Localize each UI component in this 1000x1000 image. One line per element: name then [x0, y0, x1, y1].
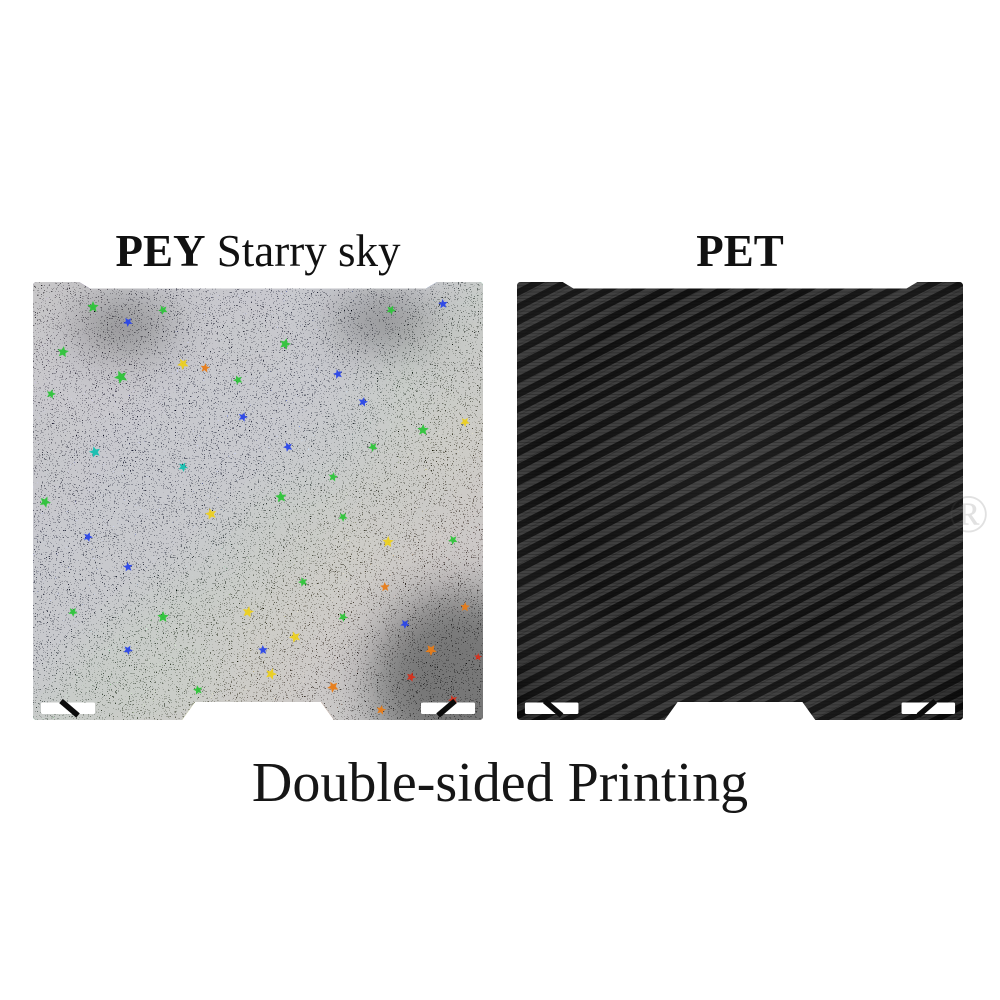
corner-mark-right	[421, 698, 475, 718]
plate-title-pet-text: PET	[696, 226, 784, 276]
plate-title-pet: PET	[517, 224, 963, 278]
corner-mark-left	[524, 698, 579, 718]
carbon-fiber-texture	[517, 282, 963, 720]
corner-mark-right	[901, 698, 956, 718]
plate-title-pey: PEY Starry sky	[33, 224, 483, 278]
star-sparkles	[39, 299, 482, 715]
caption-double-sided-printing: Double-sided Printing	[251, 752, 749, 814]
starry-texture	[33, 282, 483, 720]
corner-mark-left	[41, 698, 95, 718]
plate-title-pey-bold: PEY	[115, 226, 206, 276]
plate-title-pey-rest: Starry sky	[205, 226, 401, 276]
pey-starry-sky-plate-graphic	[33, 282, 483, 720]
pet-carbon-plate-graphic	[517, 282, 963, 720]
